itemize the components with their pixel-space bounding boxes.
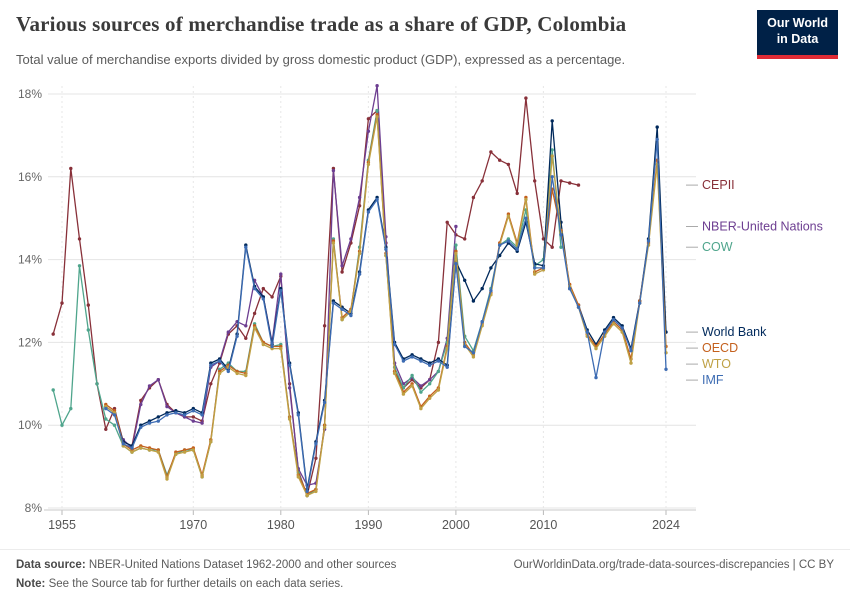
note-value: See the Source tab for further details o… — [45, 578, 344, 590]
y-tick-label: 10% — [18, 418, 42, 432]
series-line-wto[interactable] — [105, 116, 667, 497]
trade-share-line-chart: 1955 1970 1980 1990 2000 2010 2024 8% 10% 12% 14% 1… — [18, 84, 823, 532]
owid-logo-line1: Our World — [767, 16, 828, 30]
owid-url-link[interactable]: OurWorldinData.org/trade-data-sources-di… — [513, 559, 834, 571]
x-tick-label: 1980 — [267, 518, 295, 532]
series-points-imf[interactable] — [104, 137, 668, 494]
series-label-wto[interactable]: WTO — [702, 357, 731, 371]
series-label-world-bank[interactable]: World Bank — [702, 325, 767, 339]
y-tick-label: 12% — [18, 335, 42, 349]
series-line-imf[interactable] — [105, 138, 667, 493]
data-source-value: NBER-United Nations Dataset 1962-2000 an… — [85, 559, 397, 571]
y-tick-label: 18% — [18, 87, 42, 101]
series-label-cepii[interactable]: CEPII — [702, 178, 735, 192]
chart-subtitle: Total value of merchandise exports divid… — [16, 52, 626, 67]
y-tick-label: 8% — [25, 501, 43, 515]
series-line-oecd[interactable] — [105, 114, 667, 495]
series-line-cow[interactable] — [52, 109, 562, 497]
chart-footer: Data source: NBER-United Nations Dataset… — [0, 549, 850, 600]
series-points-cepii[interactable] — [51, 96, 581, 498]
series-points-wto[interactable] — [104, 115, 668, 498]
series-points-nber-united-nations[interactable] — [121, 84, 458, 487]
series-label-oecd[interactable]: OECD — [702, 341, 738, 355]
x-tick-label: 1990 — [354, 518, 382, 532]
data-source-label: Data source: — [16, 559, 86, 571]
x-tick-label: 2010 — [529, 518, 557, 532]
x-tick-label: 1955 — [48, 518, 76, 532]
y-tick-label: 16% — [18, 170, 42, 184]
data-source-text: Data source: NBER-United Nations Dataset… — [16, 559, 396, 571]
x-tick-label: 2024 — [652, 518, 680, 532]
series-points-world-bank[interactable] — [104, 119, 668, 492]
chart-area: 1955 1970 1980 1990 2000 2010 2024 8% 10% 12% 14% 1… — [0, 70, 850, 548]
footer-note: Note: See the Source tab for further det… — [16, 578, 834, 590]
x-tick-label: 1970 — [179, 518, 207, 532]
y-axis: 8% 10% 12% 14% 16% 18% — [18, 87, 696, 515]
series-line-world-bank[interactable] — [105, 120, 667, 491]
series-line-cepii[interactable] — [52, 97, 579, 497]
page-title: Various sources of merchandise trade as … — [16, 12, 627, 36]
series-points-oecd[interactable] — [104, 113, 668, 496]
y-tick-label: 14% — [18, 253, 42, 267]
series-label-cow[interactable]: COW — [702, 240, 733, 254]
owid-logo-line2: in Data — [776, 31, 819, 46]
series-label-nber-united-nations[interactable]: NBER-United Nations — [702, 220, 823, 234]
footer-row-source: Data source: NBER-United Nations Dataset… — [16, 559, 834, 571]
series-label-imf[interactable]: IMF — [702, 373, 724, 387]
note-label: Note: — [16, 578, 46, 590]
owid-logo[interactable]: Our World in Data — [757, 10, 838, 60]
x-tick-label: 2000 — [442, 518, 470, 532]
